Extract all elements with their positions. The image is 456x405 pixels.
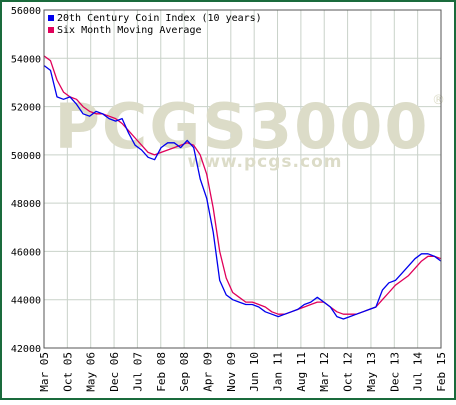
y-tick-label: 54000	[11, 54, 41, 65]
x-tick-label: Aug 11	[295, 352, 308, 392]
y-tick-label: 46000	[11, 247, 41, 258]
x-tick-label: Dec 13	[388, 352, 401, 392]
y-tick-label: 48000	[11, 199, 41, 210]
plot-area	[44, 10, 441, 348]
y-tick-label: 50000	[11, 151, 41, 162]
x-tick-label: Mar 05	[38, 352, 51, 392]
legend-label: Six Month Moving Average	[57, 25, 202, 36]
watermark-main: PCGS3000	[54, 90, 429, 163]
x-tick-label: Oct 05	[61, 352, 74, 392]
x-tick-label: May 06	[85, 352, 98, 392]
x-tick-label: Jul 07	[131, 352, 144, 392]
y-tick-label: 44000	[11, 296, 41, 307]
x-axis-ticks: Mar 05 Oct 05 May 06 Dec 06 Jul 07 Feb 08 Sep …	[38, 352, 448, 392]
y-axis-ticks: 56000 54000 52000 50000 48000 46000 44000 42000	[11, 6, 41, 355]
legend-label: 20th Century Coin Index (10 years)	[57, 13, 262, 24]
x-tick-label: Jun 10	[248, 352, 261, 392]
x-tick-label: Sep 08	[178, 352, 191, 392]
watermark-url: www.pcgs.com	[188, 152, 343, 172]
series-lines	[43, 55, 442, 320]
x-tick-label: Apr 09	[201, 352, 214, 392]
pcgs-watermark: PCGS3000 ® www.pcgs.com	[54, 90, 445, 172]
legend-swatch	[48, 27, 54, 33]
x-tick-label: Feb 15	[435, 352, 448, 392]
plot-border	[43, 9, 442, 349]
x-tick-label: Oct 12	[342, 352, 355, 392]
y-tick-label: 56000	[11, 6, 41, 17]
watermark-registered-mark: ®	[432, 93, 445, 108]
x-tick-label: Nov 09	[225, 352, 238, 392]
x-tick-label: Mar 12	[318, 352, 331, 392]
y-tick-label: 52000	[11, 103, 41, 114]
x-tick-label: May 13	[365, 352, 378, 392]
legend: 20th Century Coin Index (10 years)Six Mo…	[48, 13, 262, 36]
x-tick-label: Feb 08	[155, 352, 168, 392]
legend-swatch	[48, 15, 54, 21]
x-tick-label: Dec 06	[108, 352, 121, 392]
x-tick-label: Jul 14	[412, 352, 425, 392]
x-tick-label: Jan 11	[272, 352, 285, 392]
series-line-0	[43, 64, 442, 320]
y-tick-label: 42000	[11, 344, 41, 355]
